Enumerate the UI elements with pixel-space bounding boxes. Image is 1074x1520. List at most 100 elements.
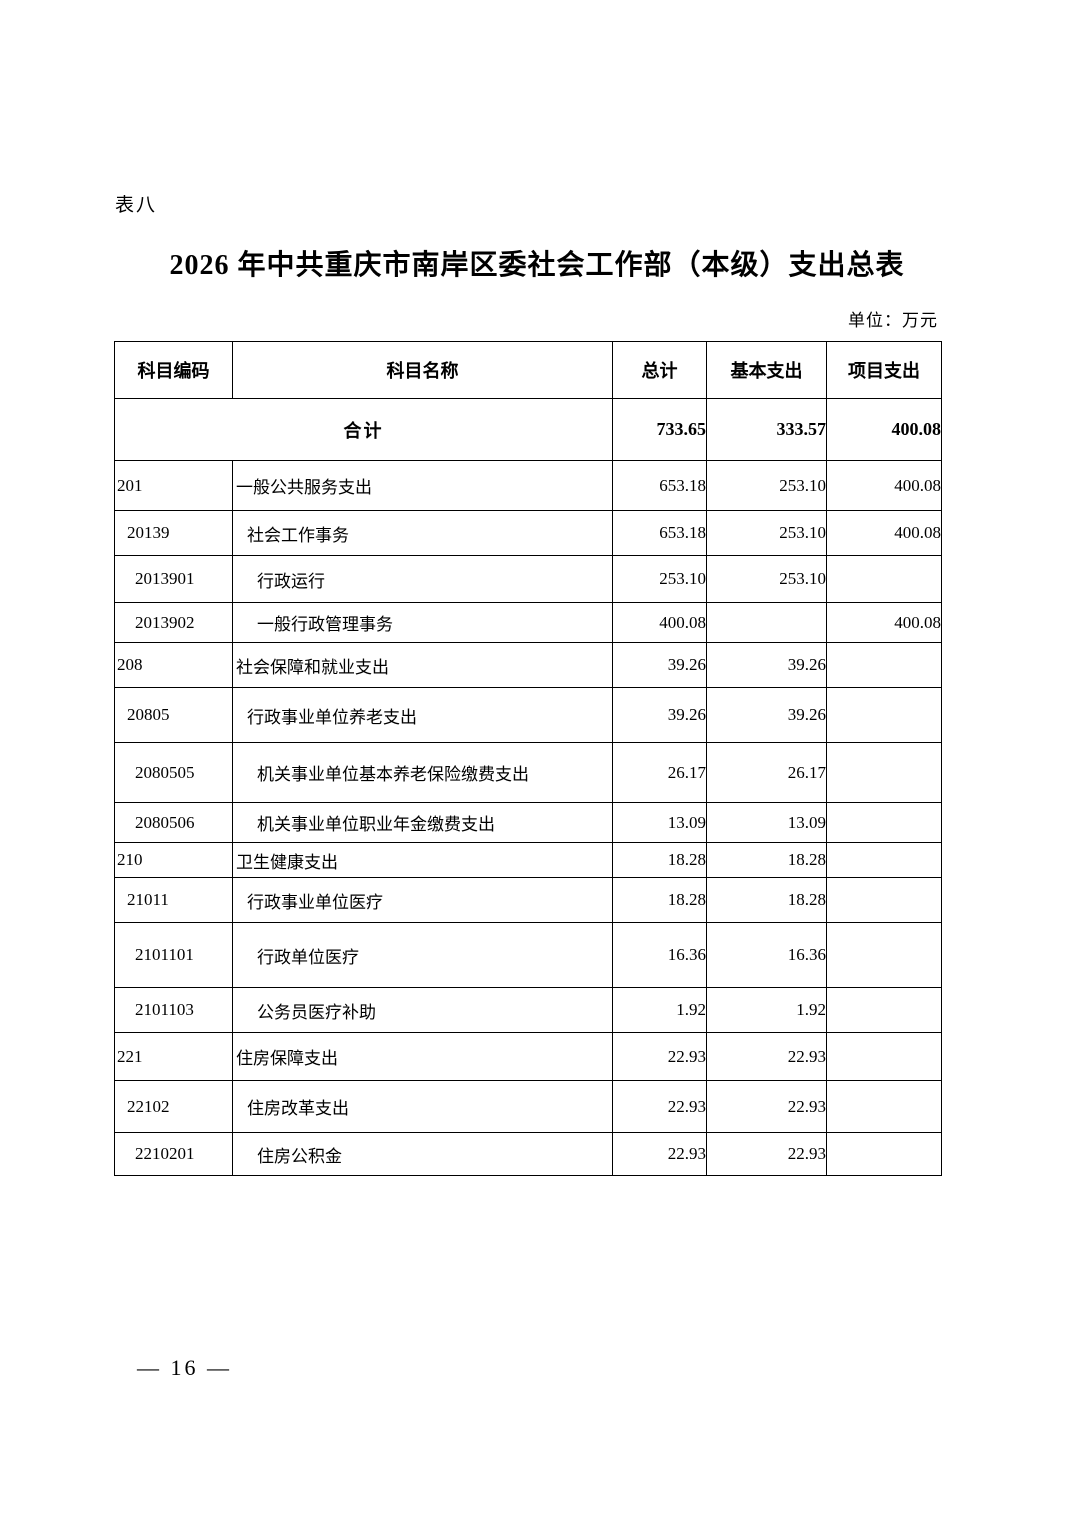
project-cell: 400.08 <box>826 510 942 556</box>
project-cell <box>826 987 942 1033</box>
table-row: 20805 行政事业单位养老支出 39.26 39.26 <box>114 687 942 743</box>
table-tag: 表八 <box>115 195 158 216</box>
basic-cell: 26.17 <box>706 742 827 803</box>
table-row: 2013902 一般行政管理事务 400.08 400.08 <box>114 602 942 643</box>
header-project-expenditure: 项目支出 <box>826 341 942 399</box>
subject-name-cell: 一般行政管理事务 <box>232 602 613 643</box>
basic-cell: 22.93 <box>706 1080 827 1133</box>
grand-total-total: 733.65 <box>612 398 707 461</box>
basic-cell: 16.36 <box>706 922 827 988</box>
table-row: 210 卫生健康支出 18.28 18.28 <box>114 842 942 878</box>
total-cell: 22.93 <box>612 1080 707 1133</box>
subject-name-cell: 公务员医疗补助 <box>232 987 613 1033</box>
basic-cell: 18.28 <box>706 877 827 923</box>
total-cell: 1.92 <box>612 987 707 1033</box>
subject-code-cell: 20139 <box>114 510 233 556</box>
header-subject-code: 科目编码 <box>114 341 233 399</box>
subject-code-cell: 2013901 <box>114 555 233 603</box>
header-basic-expenditure: 基本支出 <box>706 341 827 399</box>
table-row: 2080506 机关事业单位职业年金缴费支出 13.09 13.09 <box>114 802 942 843</box>
total-cell: 400.08 <box>612 602 707 643</box>
grand-total-row: 合计 733.65 333.57 400.08 <box>114 398 942 461</box>
project-cell <box>826 877 942 923</box>
total-cell: 653.18 <box>612 460 707 511</box>
basic-cell <box>706 602 827 643</box>
table-row: 20139 社会工作事务 653.18 253.10 400.08 <box>114 510 942 556</box>
header-subject-name: 科目名称 <box>232 341 613 399</box>
table-body: 合计 733.65 333.57 400.08 201 一般公共服务支出 653.1… <box>114 398 942 1176</box>
table-row: 201 一般公共服务支出 653.18 253.10 400.08 <box>114 460 942 511</box>
total-cell: 39.26 <box>612 642 707 688</box>
unit-label: 单位：万元 <box>848 311 938 330</box>
project-cell <box>826 687 942 743</box>
subject-name-cell: 住房保障支出 <box>232 1032 613 1081</box>
subject-code-cell: 201 <box>114 460 233 511</box>
subject-name-cell: 社会保障和就业支出 <box>232 642 613 688</box>
header-total: 总计 <box>612 341 707 399</box>
total-cell: 18.28 <box>612 842 707 878</box>
subject-code-cell: 221 <box>114 1032 233 1081</box>
basic-cell: 253.10 <box>706 510 827 556</box>
table-row: 22102 住房改革支出 22.93 22.93 <box>114 1080 942 1133</box>
subject-code-cell: 2210201 <box>114 1132 233 1176</box>
subject-name-cell: 行政事业单位养老支出 <box>232 687 613 743</box>
project-cell <box>826 1132 942 1176</box>
project-cell <box>826 1080 942 1133</box>
table-row: 2080505 机关事业单位基本养老保险缴费支出 26.17 26.17 <box>114 742 942 803</box>
project-cell <box>826 742 942 803</box>
total-cell: 18.28 <box>612 877 707 923</box>
subject-name-cell: 行政运行 <box>232 555 613 603</box>
subject-code-cell: 2101103 <box>114 987 233 1033</box>
project-cell: 400.08 <box>826 460 942 511</box>
total-cell: 253.10 <box>612 555 707 603</box>
basic-cell: 39.26 <box>706 642 827 688</box>
table-row: 2013901 行政运行 253.10 253.10 <box>114 555 942 603</box>
subject-code-cell: 208 <box>114 642 233 688</box>
project-cell <box>826 842 942 878</box>
subject-code-cell: 2080506 <box>114 802 233 843</box>
total-cell: 13.09 <box>612 802 707 843</box>
table-row: 221 住房保障支出 22.93 22.93 <box>114 1032 942 1081</box>
table-row: 21011 行政事业单位医疗 18.28 18.28 <box>114 877 942 923</box>
subject-code-cell: 21011 <box>114 877 233 923</box>
subject-name-cell: 社会工作事务 <box>232 510 613 556</box>
table-row: 2101103 公务员医疗补助 1.92 1.92 <box>114 987 942 1033</box>
page-title: 2026 年中共重庆市南岸区委社会工作部（本级）支出总表 <box>169 250 905 281</box>
basic-cell: 39.26 <box>706 687 827 743</box>
subject-code-cell: 210 <box>114 842 233 878</box>
basic-cell: 1.92 <box>706 987 827 1033</box>
total-cell: 22.93 <box>612 1032 707 1081</box>
table-row: 208 社会保障和就业支出 39.26 39.26 <box>114 642 942 688</box>
subject-code-cell: 2101101 <box>114 922 233 988</box>
subject-name-cell: 机关事业单位职业年金缴费支出 <box>232 802 613 843</box>
subject-name-cell: 行政单位医疗 <box>232 922 613 988</box>
subject-name-cell: 卫生健康支出 <box>232 842 613 878</box>
total-cell: 22.93 <box>612 1132 707 1176</box>
subject-code-cell: 22102 <box>114 1080 233 1133</box>
project-cell <box>826 642 942 688</box>
subject-name-cell: 行政事业单位医疗 <box>232 877 613 923</box>
table-row: 2101101 行政单位医疗 16.36 16.36 <box>114 922 942 988</box>
subject-name-cell: 一般公共服务支出 <box>232 460 613 511</box>
grand-total-project: 400.08 <box>826 398 942 461</box>
project-cell <box>826 922 942 988</box>
basic-cell: 18.28 <box>706 842 827 878</box>
basic-cell: 13.09 <box>706 802 827 843</box>
project-cell <box>826 802 942 843</box>
expenditure-table: 科目编码 科目名称 总计 基本支出 项目支出 合计 733.65 333.57 … <box>114 341 942 1176</box>
table-row: 2210201 住房公积金 22.93 22.93 <box>114 1132 942 1176</box>
basic-cell: 253.10 <box>706 555 827 603</box>
grand-total-label: 合计 <box>114 398 613 461</box>
subject-code-cell: 20805 <box>114 687 233 743</box>
project-cell: 400.08 <box>826 602 942 643</box>
grand-total-basic: 333.57 <box>706 398 827 461</box>
header-row: 科目编码 科目名称 总计 基本支出 项目支出 <box>114 341 942 399</box>
subject-name-cell: 机关事业单位基本养老保险缴费支出 <box>232 742 613 803</box>
basic-cell: 22.93 <box>706 1032 827 1081</box>
total-cell: 16.36 <box>612 922 707 988</box>
page-number: — 16 — <box>137 1355 232 1380</box>
subject-code-cell: 2013902 <box>114 602 233 643</box>
subject-code-cell: 2080505 <box>114 742 233 803</box>
total-cell: 653.18 <box>612 510 707 556</box>
